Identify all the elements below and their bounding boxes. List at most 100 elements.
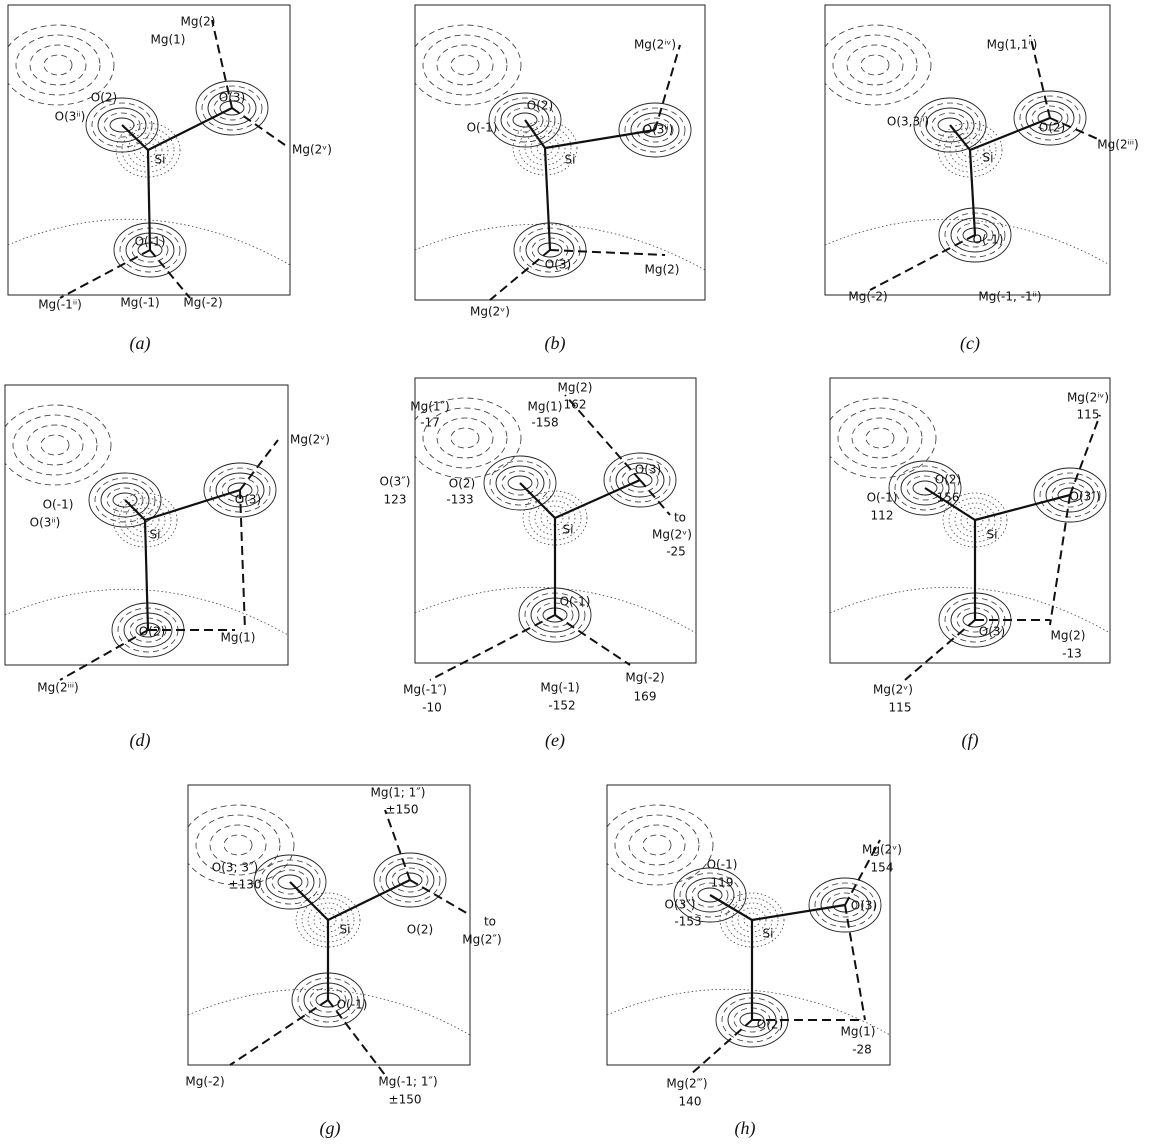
contour — [814, 882, 876, 928]
contour — [494, 97, 556, 143]
contour — [115, 122, 181, 178]
contour — [415, 223, 705, 271]
contour — [88, 472, 162, 528]
contour — [85, 97, 159, 153]
atom-label: O(-1) — [337, 998, 368, 1012]
atom-label: Si — [983, 151, 994, 165]
atom-label: O(2) — [91, 91, 117, 105]
atom-label: Mg(1) — [528, 400, 563, 414]
atom-label: Mg(-1) — [120, 296, 159, 310]
atom-label: 169 — [634, 690, 657, 704]
contour — [500, 102, 550, 138]
atom-label: O(3ⁱⁱ) — [55, 110, 86, 124]
atom-label: Mg(2ⁱᵛ) — [634, 38, 676, 52]
contour — [1033, 467, 1107, 523]
contour — [830, 397, 937, 479]
atom-label: Mg(1; 1″) — [371, 786, 426, 800]
contour — [642, 834, 672, 856]
mg-link — [211, 19, 233, 109]
contour — [642, 122, 668, 138]
contour — [832, 34, 918, 96]
contour — [912, 480, 938, 496]
atom-label: Mg(-2) — [848, 290, 887, 304]
contour — [97, 107, 147, 143]
contour — [614, 814, 700, 876]
contour — [518, 125, 572, 171]
atom-label: O(-1) — [560, 595, 591, 609]
mg-link — [327, 999, 386, 1076]
atom-label: -10 — [422, 701, 442, 715]
contour — [685, 877, 735, 913]
mg-link — [554, 614, 631, 666]
contour — [1013, 90, 1087, 146]
contour — [489, 460, 551, 506]
atom-label: -13 — [1062, 647, 1082, 661]
bond — [544, 128, 656, 150]
panel: Mg(2ⁱᵛ) 115 O(2) 156 O(-1) 112 O(3″) Si O(3) Mg(2… — [829, 377, 1111, 751]
contour — [295, 892, 361, 948]
atom-label: ±150 — [389, 1093, 422, 1107]
bond — [519, 482, 556, 519]
mg-link — [489, 249, 551, 301]
contour — [607, 804, 714, 886]
contour — [944, 212, 1006, 258]
atom-label: Mg(1) — [841, 1025, 876, 1039]
atom-label: Si — [150, 528, 161, 542]
contour — [528, 495, 582, 541]
contour — [1025, 100, 1075, 136]
panel-frame — [606, 784, 891, 1066]
contour — [112, 492, 138, 508]
panel-frame — [414, 377, 697, 664]
mg-link — [149, 249, 191, 299]
atom-label: -153 — [674, 915, 701, 929]
contour — [513, 222, 587, 278]
contour — [209, 824, 267, 866]
contour — [221, 477, 259, 503]
atom-label: O(3″) — [665, 898, 696, 912]
bond — [949, 124, 971, 151]
atom-label: O(3; 3″) — [212, 861, 258, 875]
atom-label: Mg(2ᵛ) — [292, 143, 332, 157]
mg-link — [844, 839, 881, 906]
atom-label: O(2) — [757, 1018, 783, 1032]
contour — [628, 824, 686, 866]
contour — [512, 112, 538, 128]
panel: Mg(2ᵛ) O(-1) O(3ⁱⁱ) O(3) Si O(2) Mg(1) Mg(2ⁱⁱⁱ)… — [4, 384, 330, 751]
contour — [937, 117, 963, 133]
atom-label: -25 — [666, 545, 686, 559]
mg-link — [689, 1019, 753, 1076]
atom-label: O(2) — [935, 473, 961, 487]
bond — [124, 499, 146, 521]
atom-label: 156 — [937, 491, 960, 505]
atom-label: Mg(2″) — [462, 933, 501, 947]
contour — [277, 874, 303, 890]
contour — [679, 872, 741, 918]
contour — [397, 872, 423, 888]
contour — [888, 460, 962, 516]
contour — [40, 434, 70, 456]
panel-caption: (b) — [545, 333, 566, 354]
mg-link — [1049, 494, 1071, 626]
contour — [627, 472, 653, 488]
atom-label: 162 — [564, 398, 587, 412]
mg-link — [869, 234, 976, 291]
bond — [924, 487, 976, 521]
contours — [830, 397, 1110, 648]
atom-label: Mg(2ᵛ) — [873, 683, 913, 697]
atom-label: Si — [763, 927, 774, 941]
atom-label: Mg(-1) — [540, 681, 579, 695]
contour — [223, 834, 253, 856]
atom-label: Mg(1) — [221, 631, 256, 645]
contour — [422, 407, 508, 469]
atom-label: O(2) — [527, 99, 553, 113]
bond — [327, 879, 411, 921]
contour — [938, 207, 1012, 263]
atom-label: Mg(1) — [151, 33, 186, 47]
contour — [106, 487, 144, 513]
contour — [195, 80, 269, 136]
contour — [213, 95, 251, 121]
contour — [422, 34, 508, 96]
contour — [271, 869, 309, 895]
